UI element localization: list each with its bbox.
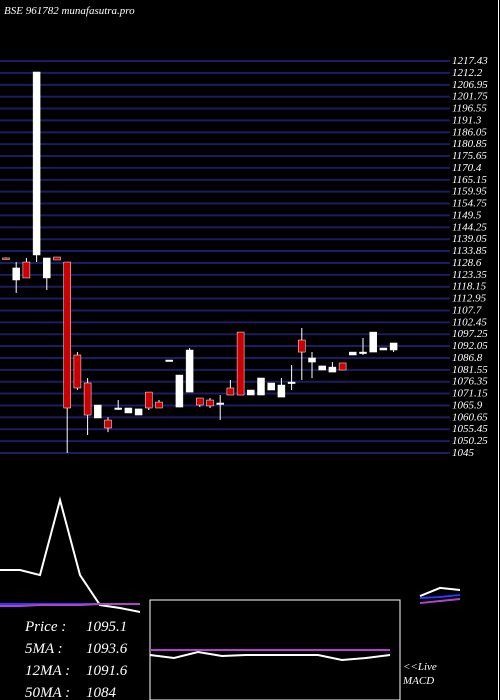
y-tick-label: 1154.75 <box>452 197 487 209</box>
stat-label: 50MA : <box>25 685 70 700</box>
candle-body <box>379 347 388 351</box>
candle-body <box>308 357 316 363</box>
y-tick-label: 1097.25 <box>452 328 488 340</box>
y-tick-label: 1065.9 <box>452 399 483 411</box>
stat-label: 12MA : <box>25 663 70 679</box>
candle-body <box>389 342 398 351</box>
y-tick-label: 1092.05 <box>452 340 488 352</box>
candle-body <box>196 397 204 406</box>
candle-body <box>2 257 10 260</box>
y-tick-label: 1186.05 <box>452 126 487 138</box>
y-tick-label: 1180.85 <box>452 138 487 150</box>
candle-body <box>338 362 347 371</box>
y-tick-label: 1102.45 <box>452 316 487 328</box>
candle-body <box>257 377 265 396</box>
candle-body <box>226 387 235 396</box>
candle-body <box>104 419 112 429</box>
candle-body <box>247 389 255 396</box>
candle-body <box>145 391 153 409</box>
y-tick-label: 1086.8 <box>452 352 483 364</box>
y-tick-label: 1165.15 <box>452 174 487 186</box>
y-tick-label: 1159.95 <box>452 186 487 198</box>
indicator-line <box>419 593 461 600</box>
y-tick-label: 1107.7 <box>452 304 482 316</box>
y-tick-label: 1076.35 <box>452 376 488 388</box>
y-tick-label: 1055.45 <box>452 423 488 435</box>
y-tick-label: 1045 <box>452 447 475 459</box>
candle-body <box>267 382 275 391</box>
y-tick-label: 1149.5 <box>452 209 482 221</box>
candle-body <box>165 359 173 362</box>
stat-label: 5MA : <box>25 641 63 657</box>
y-tick-label: 1060.65 <box>452 411 488 423</box>
indicator-line <box>0 603 140 607</box>
candle-body <box>287 381 296 384</box>
stat-value: 1091.6 <box>86 663 128 679</box>
y-tick-label: 1191.3 <box>452 114 482 126</box>
y-tick-label: 1112.95 <box>452 293 487 305</box>
macd-label: MACD <box>402 675 434 687</box>
indicator-line <box>419 586 461 597</box>
y-tick-label: 1071.15 <box>452 388 488 400</box>
candle-body <box>124 407 133 414</box>
candle-body <box>206 399 214 407</box>
chart-title: BSE 961782 munafasutra.pro <box>4 5 135 17</box>
candle-body <box>53 256 61 261</box>
candle-body <box>134 408 143 416</box>
candle-body <box>12 267 20 281</box>
y-tick-label: 1201.75 <box>452 91 488 103</box>
candle-body <box>216 402 224 405</box>
candle-body <box>298 339 306 353</box>
candle-body <box>22 261 31 279</box>
y-tick-label: 1128.6 <box>452 257 482 269</box>
y-tick-label: 1123.35 <box>452 269 487 281</box>
candle-body <box>43 257 51 279</box>
y-tick-label: 1050.25 <box>452 435 488 447</box>
candle-body <box>349 351 357 356</box>
indicator-line <box>0 496 141 614</box>
y-tick-label: 1139.05 <box>452 233 487 245</box>
macd-line <box>149 650 391 662</box>
y-tick-label: 1118.15 <box>452 281 487 293</box>
y-tick-label: 1170.4 <box>452 162 482 174</box>
candle-body <box>32 71 41 256</box>
y-tick-label: 1144.25 <box>452 221 487 233</box>
candle-body <box>114 407 122 410</box>
stat-value: 1095.1 <box>86 619 127 635</box>
candle-body <box>63 261 71 409</box>
y-tick-label: 1175.65 <box>452 150 487 162</box>
candle-body <box>73 354 82 389</box>
stat-label: Price : <box>24 619 66 635</box>
candle-body <box>185 349 194 393</box>
y-tick-label: 1206.95 <box>452 79 488 91</box>
y-tick-label: 1133.85 <box>452 245 487 257</box>
candle-body <box>359 351 367 354</box>
candle-body <box>94 404 102 419</box>
y-tick-label: 1217.43 <box>452 55 488 67</box>
candle-body <box>328 366 337 373</box>
y-tick-label: 1081.55 <box>452 364 488 376</box>
candle-body <box>175 374 184 408</box>
stat-value: 1084 <box>86 685 117 700</box>
candle-body <box>155 401 163 409</box>
stat-value: 1093.6 <box>86 641 128 657</box>
candle-body <box>318 365 326 371</box>
candle-body <box>369 331 377 353</box>
y-tick-label: 1212.2 <box>452 67 483 79</box>
candle-body <box>236 331 245 396</box>
candle-body <box>83 382 92 416</box>
macd-live: <<Live <box>403 661 437 673</box>
indicator-line <box>419 598 461 605</box>
y-tick-label: 1196.55 <box>452 102 487 114</box>
candle-body <box>277 384 286 398</box>
